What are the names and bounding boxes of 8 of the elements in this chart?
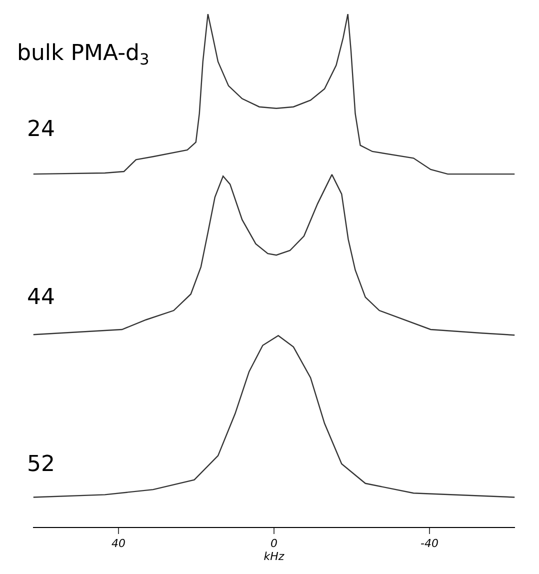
annotation: 52 (27, 452, 55, 477)
text: bulk PMA-d$_{3}$ (17, 41, 150, 69)
x-axis-title: kHz (264, 550, 284, 564)
x-tick-label: -40 (420, 537, 438, 550)
annotation: 24 (27, 117, 55, 142)
annotation: 44 (27, 285, 55, 310)
x-tick-label: 0 (270, 537, 278, 550)
x-tick-label: 40 (112, 537, 126, 550)
